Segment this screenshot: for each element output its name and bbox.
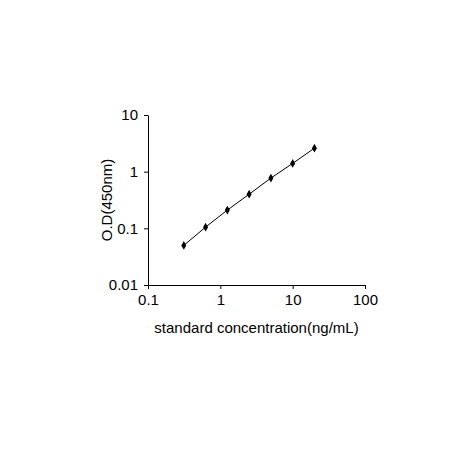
y-tick-mark (144, 228, 148, 229)
y-tick-mark (144, 115, 148, 116)
x-tick-mark (148, 285, 149, 289)
point (290, 159, 295, 168)
y-tick-label: 1 (130, 163, 138, 180)
curve (184, 148, 315, 245)
x-tick: 1 (217, 285, 225, 308)
x-axis-title: standard concentration(ng/mL) (154, 319, 358, 336)
y-tick-label: 0.01 (109, 276, 138, 293)
y-tick: 0.01 (109, 276, 148, 293)
x-tick-label: 0.1 (138, 291, 159, 308)
point (203, 223, 208, 232)
x-tick-label: 10 (285, 291, 302, 308)
point (312, 144, 317, 153)
y-tick: 1 (130, 163, 148, 180)
y-tick-mark (144, 172, 148, 173)
point (247, 190, 252, 199)
x-tick-mark (365, 285, 366, 289)
y-axis-title: O.D(450nm) (98, 159, 115, 242)
x-axis-line (149, 285, 366, 286)
y-tick-mark (144, 285, 148, 286)
y-tick: 10 (121, 106, 148, 123)
x-axis: 0.1 1 10 100 (138, 285, 378, 308)
x-tick-mark (220, 285, 221, 289)
x-tick: 10 (285, 285, 302, 308)
y-tick-label: 0.1 (117, 220, 138, 237)
y-tick: 0.1 (117, 220, 148, 237)
x-tick: 0.1 (138, 285, 159, 308)
x-tick-label: 1 (217, 291, 225, 308)
y-tick-label: 10 (121, 106, 138, 123)
x-tick-mark (293, 285, 294, 289)
point (225, 206, 230, 215)
point (268, 174, 273, 183)
point (181, 241, 186, 250)
plot-area (181, 144, 317, 250)
y-axis-line (148, 116, 149, 286)
x-tick-label: 100 (353, 291, 378, 308)
chart: 0.11101000.010.1110standard concentratio… (0, 0, 450, 450)
x-tick: 100 (353, 285, 378, 308)
